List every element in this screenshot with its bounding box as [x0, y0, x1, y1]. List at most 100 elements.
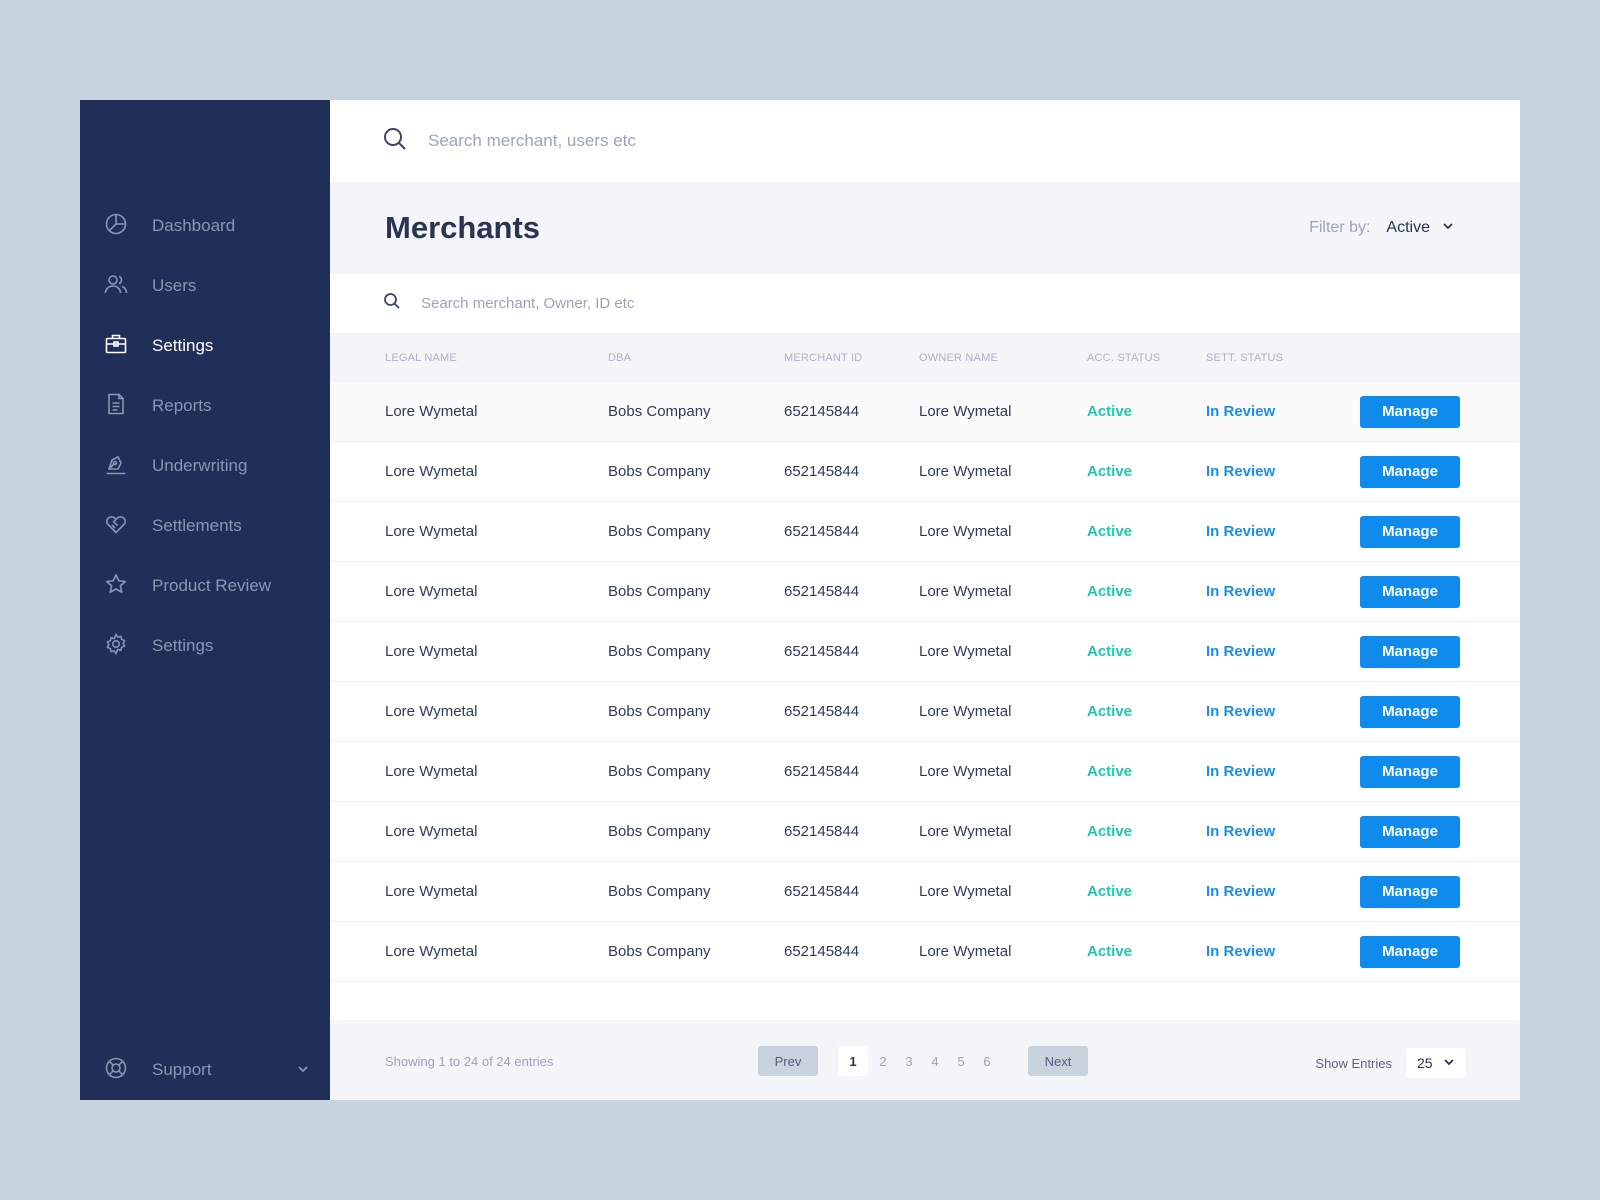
- sidebar-item-underwriting[interactable]: Underwriting: [80, 436, 330, 496]
- table-row: Lore Wymetal Bobs Company 652145844 Lore…: [330, 382, 1520, 442]
- cell-owner-name: Lore Wymetal: [919, 403, 1012, 420]
- column-header-dba[interactable]: DBA: [608, 352, 632, 364]
- table-row: Lore Wymetal Bobs Company 652145844 Lore…: [330, 442, 1520, 502]
- document-icon: [104, 392, 128, 421]
- column-header-legal-name[interactable]: Legal Name: [385, 352, 457, 364]
- cell-legal-name: Lore Wymetal: [385, 463, 478, 480]
- sidebar-item-label: Dashboard: [152, 216, 236, 235]
- column-header-acc-status[interactable]: Acc. Status: [1087, 352, 1161, 364]
- cell-legal-name: Lore Wymetal: [385, 763, 478, 780]
- manage-button[interactable]: Manage: [1360, 395, 1460, 428]
- cell-legal-name: Lore Wymetal: [385, 523, 478, 540]
- page-link[interactable]: 6: [983, 1053, 991, 1069]
- sidebar-item-label: Product Review: [152, 576, 272, 595]
- chevron-down-icon: [1433, 1055, 1455, 1071]
- cell-action: Manage: [1360, 562, 1460, 621]
- entries-per-page-select[interactable]: 25: [1406, 1048, 1466, 1078]
- show-entries-label: Show Entries: [1315, 1055, 1392, 1071]
- cell-action: Manage: [1360, 502, 1460, 561]
- page-link[interactable]: 3: [905, 1053, 913, 1069]
- sidebar-item-label: Underwriting: [152, 456, 248, 475]
- manage-button[interactable]: Manage: [1360, 935, 1460, 968]
- cell-owner-name: Lore Wymetal: [919, 463, 1012, 480]
- show-entries-control: Show Entries 25: [1315, 1048, 1466, 1078]
- page-link[interactable]: 4: [931, 1053, 939, 1069]
- table-row: Lore Wymetal Bobs Company 652145844 Lore…: [330, 862, 1520, 922]
- sidebar-item-reports[interactable]: Reports: [80, 376, 330, 436]
- manage-button[interactable]: Manage: [1360, 455, 1460, 488]
- sett-status-badge: In Review: [1206, 403, 1276, 420]
- cell-legal-name: Lore Wymetal: [385, 643, 478, 660]
- app-window: Dashboard Users Settings Reports: [80, 100, 1520, 1100]
- cell-merchant-id: 652145844: [784, 763, 860, 780]
- cell-dba: Bobs Company: [608, 883, 711, 900]
- global-search-input[interactable]: [428, 131, 928, 151]
- manage-button[interactable]: Manage: [1360, 815, 1460, 848]
- column-header-sett-status[interactable]: Sett. Status: [1206, 352, 1284, 364]
- manage-button[interactable]: Manage: [1360, 755, 1460, 788]
- table-row: Lore Wymetal Bobs Company 652145844 Lore…: [330, 802, 1520, 862]
- acc-status-badge: Active: [1087, 403, 1133, 420]
- cell-merchant-id: 652145844: [784, 703, 860, 720]
- search-icon: [383, 292, 401, 315]
- cell-action: Manage: [1360, 922, 1460, 981]
- sidebar-item-settlements[interactable]: Settlements: [80, 496, 330, 556]
- acc-status-badge: Active: [1087, 643, 1133, 660]
- cell-owner-name: Lore Wymetal: [919, 703, 1012, 720]
- entries-value: 25: [1417, 1055, 1433, 1071]
- manage-button[interactable]: Manage: [1360, 575, 1460, 608]
- manage-button[interactable]: Manage: [1360, 635, 1460, 668]
- table-search-input[interactable]: [421, 295, 821, 312]
- table-row: Lore Wymetal Bobs Company 652145844 Lore…: [330, 922, 1520, 982]
- manage-button[interactable]: Manage: [1360, 695, 1460, 728]
- cell-dba: Bobs Company: [608, 403, 711, 420]
- table-row: Lore Wymetal Bobs Company 652145844 Lore…: [330, 622, 1520, 682]
- manage-button[interactable]: Manage: [1360, 515, 1460, 548]
- cell-dba: Bobs Company: [608, 523, 711, 540]
- sidebar-item-dashboard[interactable]: Dashboard: [80, 196, 330, 256]
- briefcase-icon: [104, 332, 128, 361]
- search-icon: [382, 126, 408, 157]
- table-row: Lore Wymetal Bobs Company 652145844 Lore…: [330, 562, 1520, 622]
- cell-merchant-id: 652145844: [784, 523, 860, 540]
- cell-dba: Bobs Company: [608, 463, 711, 480]
- page-link[interactable]: 5: [957, 1053, 965, 1069]
- table-header: Legal Name DBA Merchant ID Owner Name Ac…: [330, 334, 1520, 382]
- cell-legal-name: Lore Wymetal: [385, 823, 478, 840]
- cell-action: Manage: [1360, 682, 1460, 741]
- next-page-button[interactable]: Next: [1028, 1046, 1088, 1076]
- filter-label: Filter by:: [1309, 219, 1371, 236]
- cell-action: Manage: [1360, 742, 1460, 801]
- cell-merchant-id: 652145844: [784, 463, 860, 480]
- acc-status-badge: Active: [1087, 883, 1133, 900]
- cell-owner-name: Lore Wymetal: [919, 943, 1012, 960]
- cell-owner-name: Lore Wymetal: [919, 823, 1012, 840]
- handshake-icon: [104, 512, 128, 541]
- sett-status-badge: In Review: [1206, 643, 1276, 660]
- filter-value: Active: [1386, 219, 1430, 236]
- sidebar-item-label: Users: [152, 276, 197, 295]
- acc-status-badge: Active: [1087, 763, 1133, 780]
- cell-legal-name: Lore Wymetal: [385, 943, 478, 960]
- filter-dropdown[interactable]: Active: [1386, 219, 1454, 237]
- column-header-merchant-id[interactable]: Merchant ID: [784, 352, 863, 364]
- sidebar-item-product-review[interactable]: Product Review: [80, 556, 330, 616]
- prev-page-button[interactable]: Prev: [758, 1046, 818, 1076]
- sidebar-item-settings-active[interactable]: Settings: [80, 316, 330, 376]
- sidebar-item-users[interactable]: Users: [80, 256, 330, 316]
- cell-action: Manage: [1360, 802, 1460, 861]
- sett-status-badge: In Review: [1206, 943, 1276, 960]
- cell-dba: Bobs Company: [608, 643, 711, 660]
- lifebuoy-icon: [104, 1056, 128, 1085]
- sidebar-item-settings[interactable]: Settings: [80, 616, 330, 676]
- acc-status-badge: Active: [1087, 463, 1133, 480]
- gear-icon: [104, 632, 128, 661]
- cell-legal-name: Lore Wymetal: [385, 403, 478, 420]
- manage-button[interactable]: Manage: [1360, 875, 1460, 908]
- column-header-owner-name[interactable]: Owner Name: [919, 352, 998, 364]
- support-menu[interactable]: Support: [80, 1052, 330, 1088]
- cell-dba: Bobs Company: [608, 943, 711, 960]
- page-link[interactable]: 2: [879, 1053, 887, 1069]
- table-body: Lore Wymetal Bobs Company 652145844 Lore…: [330, 382, 1520, 982]
- page-link-current[interactable]: 1: [838, 1046, 868, 1076]
